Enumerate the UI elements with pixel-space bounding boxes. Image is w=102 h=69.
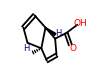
Text: H: H (55, 29, 61, 38)
Text: OH: OH (74, 19, 88, 28)
Text: H: H (23, 44, 29, 53)
Polygon shape (45, 28, 56, 36)
Text: O: O (70, 44, 77, 53)
